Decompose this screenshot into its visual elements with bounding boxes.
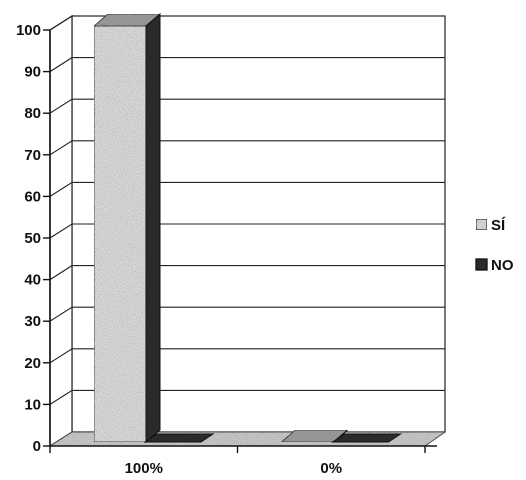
y-tick-label: 40 (24, 272, 41, 289)
legend-label-no: NO (491, 257, 514, 274)
y-tick-label: 100 (16, 22, 41, 39)
legend-swatch-no (476, 259, 487, 270)
y-tick-label: 50 (24, 230, 41, 247)
legend: SÍ NO (476, 217, 514, 274)
bar-si-front (94, 26, 146, 442)
y-axis-ticks: 0 10 20 30 40 50 60 70 80 90 100 (16, 22, 50, 455)
y-tick-label: 10 (24, 396, 41, 413)
y-tick-label: 70 (24, 147, 41, 164)
legend-label-si: SÍ (491, 217, 506, 234)
bar-no-zero (333, 434, 401, 442)
bar-no-zero (145, 434, 213, 442)
x-axis-labels: 100% 0% (125, 460, 343, 477)
y-tick-label: 80 (24, 105, 41, 122)
legend-swatch-si (476, 219, 487, 230)
x-category-label: 0% (320, 460, 342, 477)
y-tick-label: 60 (24, 188, 41, 205)
y-tick-label: 90 (24, 64, 41, 81)
y-tick-label: 30 (24, 313, 41, 330)
y-tick-label: 0 (33, 438, 41, 455)
x-category-label: 100% (125, 460, 163, 477)
y-tick-label: 20 (24, 355, 41, 372)
bar-no-side (146, 14, 160, 442)
